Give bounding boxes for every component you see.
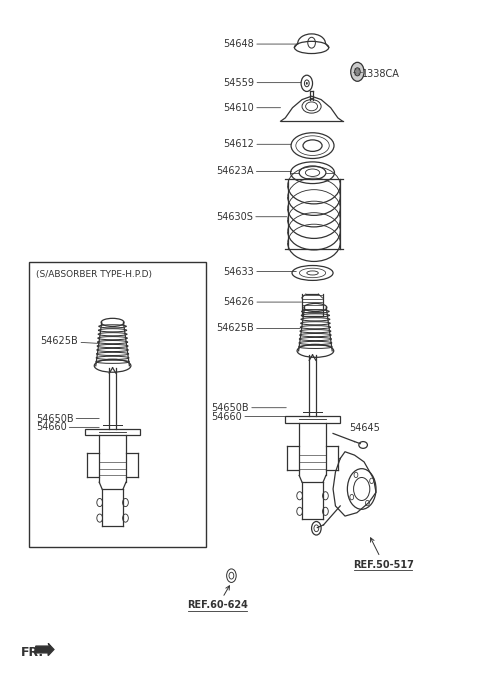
Text: 54626: 54626 [223, 297, 301, 307]
Text: 1338CA: 1338CA [362, 69, 399, 79]
Text: 54660: 54660 [36, 422, 99, 432]
Circle shape [355, 68, 360, 76]
Circle shape [351, 63, 364, 82]
Text: REF.60-624: REF.60-624 [188, 585, 248, 611]
Text: 54625B: 54625B [40, 337, 99, 346]
Text: 54610: 54610 [223, 103, 281, 113]
Text: 54623A: 54623A [216, 167, 291, 176]
Text: 54648: 54648 [223, 39, 298, 49]
Text: 54645: 54645 [349, 423, 380, 433]
Text: 54625B: 54625B [216, 324, 300, 333]
Polygon shape [36, 643, 54, 656]
Text: 54660: 54660 [211, 411, 286, 422]
Text: 54559: 54559 [223, 78, 301, 88]
Text: (S/ABSORBER TYPE-H.P.D): (S/ABSORBER TYPE-H.P.D) [36, 270, 152, 279]
Text: 54633: 54633 [223, 267, 296, 277]
Text: 54612: 54612 [223, 139, 291, 150]
Bar [85, 428, 140, 435]
Text: FR.: FR. [21, 647, 44, 660]
Bar [29, 262, 205, 547]
Circle shape [306, 82, 308, 85]
Text: 54650B: 54650B [211, 403, 286, 413]
Text: 54650B: 54650B [36, 413, 99, 424]
Bar [285, 416, 340, 423]
Text: 54630S: 54630S [216, 211, 287, 222]
Text: REF.50-517: REF.50-517 [354, 538, 414, 570]
